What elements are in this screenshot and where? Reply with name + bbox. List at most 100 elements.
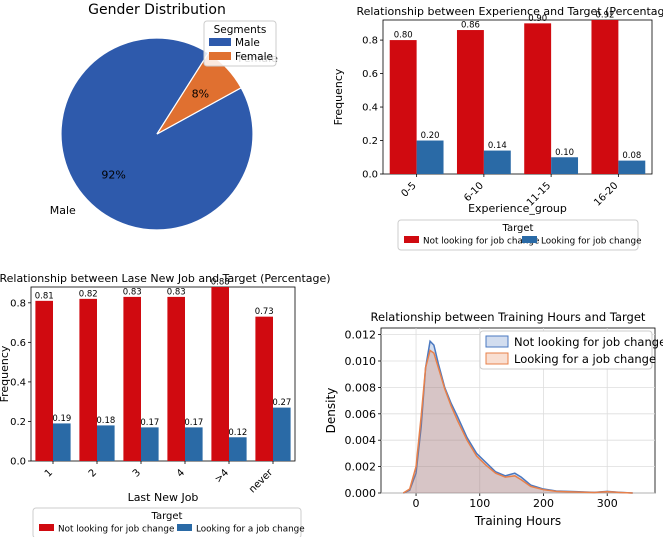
density-line-looking [402, 349, 633, 494]
y-tick-label: 0.0 [362, 170, 378, 181]
bar-looking-11-15 [551, 157, 579, 174]
bar-looking-6-10 [483, 150, 511, 174]
density-legend-swatch [485, 352, 509, 365]
y-tick-label: 0.8 [10, 298, 26, 309]
x-tick-label: >4 [213, 467, 231, 485]
y-tick-label: 0.012 [345, 329, 377, 342]
legend-title: Target [151, 511, 183, 522]
x-tick-label: 0-5 [399, 180, 418, 199]
training-hours-title: Relationship between Training Hours and … [371, 310, 646, 324]
x-tick-label: 4 [175, 467, 187, 479]
bar-not-looking-2 [79, 298, 97, 461]
pie-legend-swatch [209, 38, 231, 46]
bar-looking-never [273, 407, 291, 461]
y-tick-label: 0.0 [10, 457, 26, 468]
y-axis-label: Frequency [332, 68, 345, 125]
y-tick-label: 0.2 [362, 136, 378, 147]
pie-pct-label: 92% [101, 169, 125, 182]
y-tick-label: 0.6 [10, 338, 26, 349]
bar-looking-1 [53, 423, 71, 461]
bar-data-label: 0.18 [96, 416, 115, 426]
legend-swatch [39, 524, 54, 531]
legend-swatch [404, 236, 419, 243]
bar-not-looking-11-15 [524, 23, 552, 175]
bar-data-label: 0.17 [140, 418, 159, 428]
bar-data-label: 0.92 [595, 11, 614, 21]
pie-outer-label: Male [50, 204, 76, 217]
density-area-not-looking [403, 341, 633, 493]
x-tick-label: 200 [533, 497, 554, 510]
y-axis-label: Frequency [0, 345, 11, 402]
bar-data-label: 0.14 [488, 141, 507, 151]
x-tick-label: 0 [413, 497, 420, 510]
y-tick-label: 0.2 [10, 417, 26, 428]
bar-not-looking-0-5 [389, 40, 417, 174]
bar-looking->4 [229, 437, 247, 461]
legend-swatch [522, 236, 537, 243]
y-tick-label: 0.6 [362, 69, 378, 80]
bar-data-label: 0.12 [228, 428, 247, 438]
x-tick-label: 3 [131, 467, 143, 479]
y-tick-label: 0.004 [345, 434, 377, 447]
bar-data-label: 0.10 [555, 148, 574, 158]
x-tick-label: 100 [469, 497, 490, 510]
bar-data-label: 0.27 [272, 398, 291, 408]
density-legend-label: Looking for a job change [514, 352, 656, 366]
bar-not-looking-never [255, 316, 273, 461]
plot-frame [382, 19, 653, 175]
bar-data-label: 0.19 [52, 414, 71, 424]
bar-data-label: 0.83 [167, 287, 186, 297]
bar-not-looking-16-20 [591, 20, 619, 174]
bar-looking-16-20 [618, 160, 646, 174]
bar-data-label: 0.86 [461, 21, 480, 31]
y-tick-label: 0.4 [362, 103, 378, 114]
x-axis-label: Last New Job [128, 491, 199, 504]
x-tick-label: 6-10 [462, 180, 486, 204]
x-tick-label: 16-20 [592, 180, 620, 208]
bar-data-label: 0.08 [622, 151, 641, 161]
pie-pct-label: 8% [192, 87, 209, 100]
y-tick-label: 0.008 [345, 381, 377, 394]
density-area-looking [403, 350, 633, 493]
x-tick-label: never [247, 467, 276, 496]
bar-data-label: 0.82 [79, 289, 98, 299]
legend-label: Looking for job change [541, 237, 641, 247]
last-new-job-bar-chart: Relationship between Lase New Job and Ta… [0, 272, 331, 539]
bar-data-label: 0.81 [35, 291, 54, 301]
last-new-job-title: Relationship between Lase New Job and Ta… [0, 272, 331, 285]
bar-not-looking-4 [167, 296, 185, 461]
bar-looking-0-5 [416, 140, 444, 174]
pie-legend-label: Male [235, 37, 260, 49]
density-legend-swatch [485, 335, 509, 348]
bar-looking-3 [141, 427, 159, 461]
bar-data-label: 0.20 [421, 131, 440, 141]
training-hours-density-chart: Relationship between Training Hours and … [324, 310, 663, 528]
y-tick-label: 0.010 [345, 355, 377, 368]
experience-title: Relationship between Experience and Targ… [356, 5, 663, 18]
legend-label: Not looking for job change [58, 525, 174, 535]
y-tick-label: 0.002 [345, 461, 377, 474]
bar-not-looking-6-10 [456, 30, 484, 175]
bar-looking-4 [185, 427, 203, 461]
legend-box [397, 219, 639, 251]
bar-data-label: 0.83 [123, 287, 142, 297]
plot-frame [30, 286, 296, 462]
bar-not-looking-3 [123, 296, 141, 461]
bar-data-label: 0.80 [394, 31, 413, 41]
pie-legend-swatch [209, 52, 231, 60]
bar-data-label: 0.17 [184, 418, 203, 428]
bar-data-label: 0.90 [528, 14, 547, 24]
bar-looking-2 [97, 425, 115, 461]
y-tick-label: 0.006 [345, 408, 377, 421]
y-tick-label: 0.4 [10, 377, 26, 388]
bar-data-label: 0.88 [211, 278, 230, 288]
pie-title: Gender Distribution [88, 2, 226, 18]
legend-label: Looking for a job change [196, 525, 305, 535]
pie-legend-title: Segments [214, 24, 267, 36]
legend-label: Not looking for job change [423, 237, 539, 247]
bar-not-looking->4 [211, 287, 229, 461]
x-tick-label: 2 [87, 467, 99, 479]
x-axis-label: Training Hours [474, 514, 561, 528]
y-axis-label: Density [324, 388, 338, 434]
